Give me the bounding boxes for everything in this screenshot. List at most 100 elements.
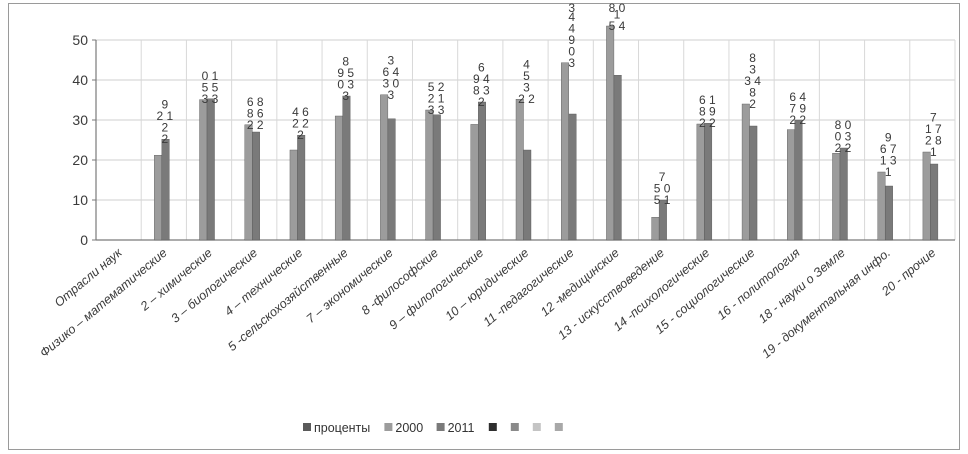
data-label: 0 3: [337, 78, 354, 92]
bar-2011: [387, 118, 396, 241]
data-label: 2 2: [835, 141, 852, 155]
data-label: 1 7: [925, 122, 942, 136]
bar-2011: [342, 95, 351, 241]
x-tick-label: 8 -философские: [359, 246, 441, 318]
data-label: 9: [161, 98, 168, 112]
bar-2000: [334, 115, 343, 241]
x-tick-label: 3 – биологические: [168, 246, 260, 326]
data-label: 9: [568, 33, 575, 47]
bar-2000: [651, 216, 660, 241]
x-tick-label: 12 -медицинские: [538, 246, 622, 320]
data-label: 3: [523, 81, 530, 95]
bar-2000: [289, 149, 298, 241]
data-label: 2 8: [925, 134, 942, 148]
bar-2011: [478, 101, 486, 241]
data-label: 4: [568, 10, 575, 24]
data-label: 3 4: [744, 74, 761, 88]
bar-2011: [658, 199, 667, 241]
bar-2000: [470, 124, 479, 241]
data-label: 2 2: [292, 117, 309, 131]
data-label: 8 0: [609, 1, 626, 15]
data-label: 5 2: [428, 80, 445, 94]
data-label: 6: [478, 61, 485, 75]
data-label: 4: [523, 58, 530, 72]
bar-2000: [561, 62, 569, 241]
bar-2011: [252, 131, 260, 241]
bar-2000: [787, 129, 795, 241]
data-label: 7 9: [789, 102, 806, 116]
data-label: 2 1: [428, 92, 445, 106]
bar-2011: [206, 98, 215, 241]
legend-label: 2000: [395, 421, 423, 435]
data-label: 2 2: [699, 116, 716, 130]
bar-2000: [696, 123, 705, 241]
bar-2011: [930, 163, 939, 241]
bar-2000: [922, 151, 931, 241]
data-label: 1 3: [880, 154, 897, 168]
data-label: 2 2: [247, 118, 264, 132]
bar-2011: [523, 149, 532, 241]
data-label: 2 1: [156, 109, 173, 123]
bar-2000: [832, 152, 841, 241]
data-label: 6 1: [699, 93, 716, 107]
bar-2011: [884, 185, 893, 241]
data-label: 5 0: [654, 182, 671, 196]
legend-swatch: [384, 423, 393, 431]
data-label: 3: [749, 63, 756, 77]
data-label: 5: [523, 69, 530, 83]
legend-swatch: [554, 423, 563, 431]
data-label: 7: [930, 111, 937, 125]
x-tick-label: 10 – юридические: [443, 246, 532, 324]
data-label: 8 9: [699, 105, 716, 119]
data-label: 4 6: [292, 105, 309, 119]
legend-swatch: [488, 423, 497, 431]
bar-2011: [568, 113, 577, 241]
data-label: 2: [297, 128, 304, 142]
data-label: 8 6: [247, 106, 264, 120]
bar-2011: [432, 114, 441, 241]
y-tick-label: 40: [72, 72, 88, 88]
data-label: 1: [614, 8, 621, 22]
data-label: 2: [161, 121, 168, 135]
data-label: 3 3: [202, 92, 219, 106]
legend-swatch: [436, 423, 445, 431]
bar-2011: [704, 122, 713, 241]
data-label: 8: [342, 55, 349, 69]
bar-2011: [297, 134, 306, 241]
bar-2011: [839, 147, 848, 241]
bar-2000: [877, 171, 886, 241]
data-label: 1: [885, 165, 892, 179]
data-label: 0: [568, 44, 575, 58]
legend-swatch: [532, 423, 541, 431]
data-label: 3 3: [428, 103, 445, 117]
data-label: 2: [161, 132, 168, 146]
data-label: 5 4: [609, 19, 626, 33]
data-label: 9 5: [337, 66, 354, 80]
bar-2000: [515, 98, 524, 241]
data-label: 7: [659, 170, 666, 184]
data-label: 2: [478, 95, 485, 109]
data-label: 4: [568, 21, 575, 35]
legend-label: 2011: [448, 421, 475, 435]
data-label: 6 8: [247, 95, 264, 109]
y-tick-label: 10: [72, 192, 88, 208]
bar-2000: [244, 124, 253, 241]
bar-2011: [161, 138, 170, 241]
data-label: 5 1: [654, 193, 671, 207]
data-label: 3: [568, 56, 575, 70]
data-label: 9 4: [473, 72, 490, 86]
data-label: 3: [388, 88, 395, 102]
y-tick-label: 20: [72, 152, 88, 168]
legend-label: проценты: [314, 421, 370, 435]
y-tick-label: 50: [72, 32, 88, 48]
data-label: 5 5: [202, 80, 219, 94]
legend: проценты 2000 2011: [303, 421, 563, 435]
data-label: 3: [568, 1, 575, 15]
data-label: 6 4: [789, 90, 806, 104]
data-label: 6 7: [880, 142, 897, 156]
y-tick-label: 0: [80, 232, 88, 248]
x-tick-label: 4 – технические: [222, 246, 305, 319]
data-label: 3: [342, 89, 349, 103]
bar-2000: [425, 109, 434, 241]
